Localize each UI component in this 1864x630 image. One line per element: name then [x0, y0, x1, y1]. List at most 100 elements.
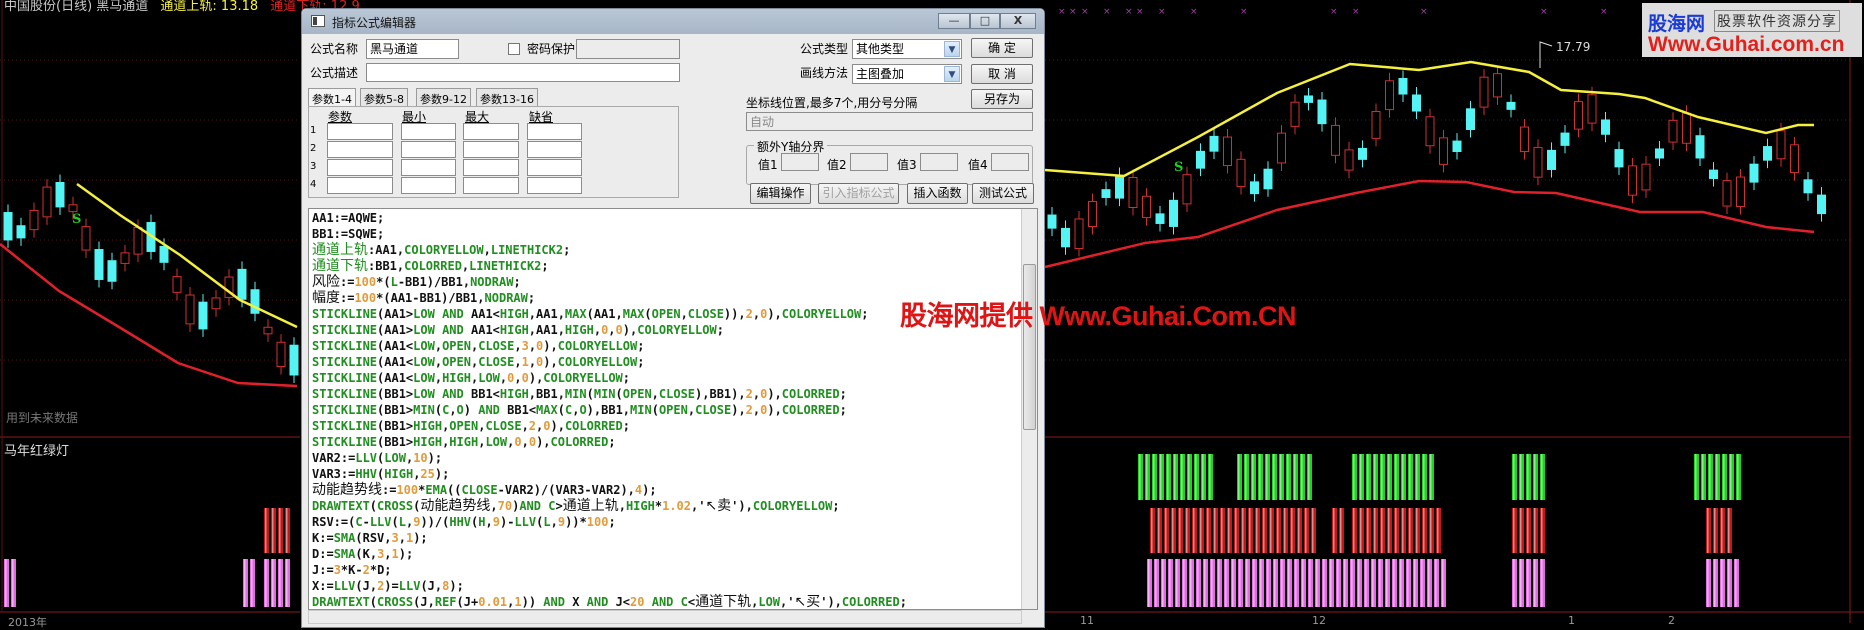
axis-month: 12 [1312, 614, 1326, 627]
candle [1803, 179, 1813, 194]
formula-name-input[interactable]: 黑马通道 [366, 39, 459, 59]
candle [1641, 163, 1651, 191]
axis-position-input[interactable]: 自动 [746, 112, 1033, 131]
candle [1358, 147, 1367, 160]
signal-bar-red-highlight [1172, 508, 1174, 553]
tab-params-13-16[interactable]: 参数13-16 [476, 88, 538, 106]
ok-button[interactable]: 确 定 [971, 38, 1033, 58]
formula-type-label: 公式类型 [800, 42, 849, 56]
axis-month: 2 [1668, 614, 1675, 627]
signal-bar-magenta-highlight [5, 559, 7, 607]
tab-params-9-12[interactable]: 参数9-12 [416, 88, 471, 106]
vertical-scrollbar[interactable] [1021, 209, 1037, 609]
cancel-button[interactable]: 取 消 [971, 64, 1033, 84]
candle [1425, 116, 1435, 147]
extra-y-value-input[interactable] [920, 153, 958, 171]
insert-function-button[interactable]: 插入函数 [907, 183, 968, 204]
formula-code-editor[interactable]: AA1:=AQWE; BB1:=SQWE; 通道上轨:AA1,COLORYELLOW… [308, 208, 1038, 610]
signal-bar-green-highlight [1527, 454, 1529, 500]
close-button[interactable]: X [1000, 13, 1036, 29]
save-as-button[interactable]: 另存为 [971, 89, 1033, 109]
maximize-button[interactable]: □ [970, 13, 1000, 29]
param-input[interactable] [327, 141, 393, 158]
candle [81, 226, 91, 251]
param-input[interactable] [463, 177, 519, 194]
scrollbar-thumb[interactable] [1023, 264, 1036, 430]
dialog-title: 指标公式编辑器 [332, 16, 417, 30]
param-input[interactable] [527, 177, 582, 194]
signal-bar-green-highlight [1280, 454, 1282, 500]
signal-bar-red-highlight [1395, 508, 1397, 553]
candle [1196, 150, 1205, 169]
param-input[interactable] [327, 177, 393, 194]
edit-operation-button[interactable]: 编辑操作 [750, 183, 811, 204]
chevron-down-icon[interactable]: ▼ [944, 41, 960, 57]
title-bar[interactable]: 指标公式编辑器 — □ X [302, 9, 1044, 34]
signal-bar-red-highlight [1270, 508, 1272, 553]
password-input[interactable] [576, 39, 680, 59]
extra-y-axis-label: 额外Y轴分界 [754, 138, 828, 155]
param-input[interactable] [527, 159, 582, 176]
param-input[interactable] [327, 123, 393, 140]
marker-x-icon: × [1103, 7, 1111, 17]
signal-bar-magenta-highlight [1295, 559, 1297, 607]
signal-bar-green-highlight [1252, 454, 1254, 500]
tab-params-5-8[interactable]: 参数5-8 [360, 88, 408, 106]
candle [1412, 94, 1421, 112]
candle [133, 226, 143, 255]
extra-y-value-input[interactable] [850, 153, 888, 171]
candle [1560, 132, 1570, 146]
password-checkbox[interactable] [508, 43, 520, 55]
candle [1074, 218, 1084, 250]
extra-y-value-input[interactable] [991, 153, 1029, 171]
params-panel [308, 106, 679, 198]
signal-bar-magenta-highlight [1323, 559, 1325, 607]
param-input[interactable] [401, 177, 456, 194]
signal-bar-red-highlight [1207, 508, 1209, 553]
draw-method-label: 画线方法 [800, 66, 849, 80]
param-input[interactable] [463, 159, 519, 176]
param-input[interactable] [401, 159, 456, 176]
param-input[interactable] [463, 141, 519, 158]
signal-bar-magenta-highlight [1281, 559, 1283, 607]
candle [1169, 199, 1178, 227]
param-input[interactable] [527, 123, 582, 140]
draw-method-select[interactable]: 主图叠加 ▼ [852, 64, 962, 84]
candle [1047, 214, 1057, 229]
minimize-button[interactable]: — [938, 13, 970, 29]
signal-bar-red-highlight [286, 508, 288, 553]
candle [1749, 163, 1759, 183]
signal-bar-green-highlight [1388, 454, 1390, 500]
signal-bar-red-highlight [1193, 508, 1195, 553]
param-header-min: 最小 [402, 110, 427, 124]
signal-bar-red-highlight [1333, 508, 1335, 553]
signal-bar-red-highlight [1388, 508, 1390, 553]
signal-bar-magenta-highlight [1707, 559, 1709, 607]
horizontal-scrollbar[interactable] [308, 610, 1022, 624]
chart-title: 中国股份(日线) 黑马通道 [4, 0, 149, 14]
extra-y-value-input[interactable] [781, 153, 819, 171]
tab-params-1-4[interactable]: 参数1-4 [308, 88, 356, 107]
signal-bar-green-highlight [1266, 454, 1268, 500]
chevron-down-icon[interactable]: ▼ [944, 66, 960, 82]
param-input[interactable] [401, 141, 456, 158]
signal-bar-magenta-highlight [1169, 559, 1171, 607]
signal-bar-red-highlight [1221, 508, 1223, 553]
marker-x-icon: × [1136, 7, 1144, 17]
code-line: 动能趋势线:=100*EMA((CLOSE-VAR2)/(VAR3-VAR2),… [312, 482, 657, 498]
param-input[interactable] [327, 159, 393, 176]
param-input[interactable] [401, 123, 456, 140]
import-indicator-button[interactable]: 引入指标公式 [818, 183, 899, 204]
candle [1587, 94, 1597, 124]
param-input[interactable] [527, 141, 582, 158]
candle [1574, 101, 1583, 130]
code-line: DRAWTEXT(CROSS(动能趋势线,70)AND C>通道上轨,HIGH*… [312, 498, 840, 514]
formula-type-select[interactable]: 其他类型 ▼ [852, 39, 962, 59]
candle [1250, 181, 1259, 195]
axis-position-label: 坐标线位置,最多7个,用分号分隔 [746, 96, 918, 110]
formula-desc-input[interactable] [366, 63, 680, 82]
test-formula-button[interactable]: 测试公式 [972, 183, 1034, 204]
candle [1628, 165, 1637, 196]
param-input[interactable] [463, 123, 519, 140]
